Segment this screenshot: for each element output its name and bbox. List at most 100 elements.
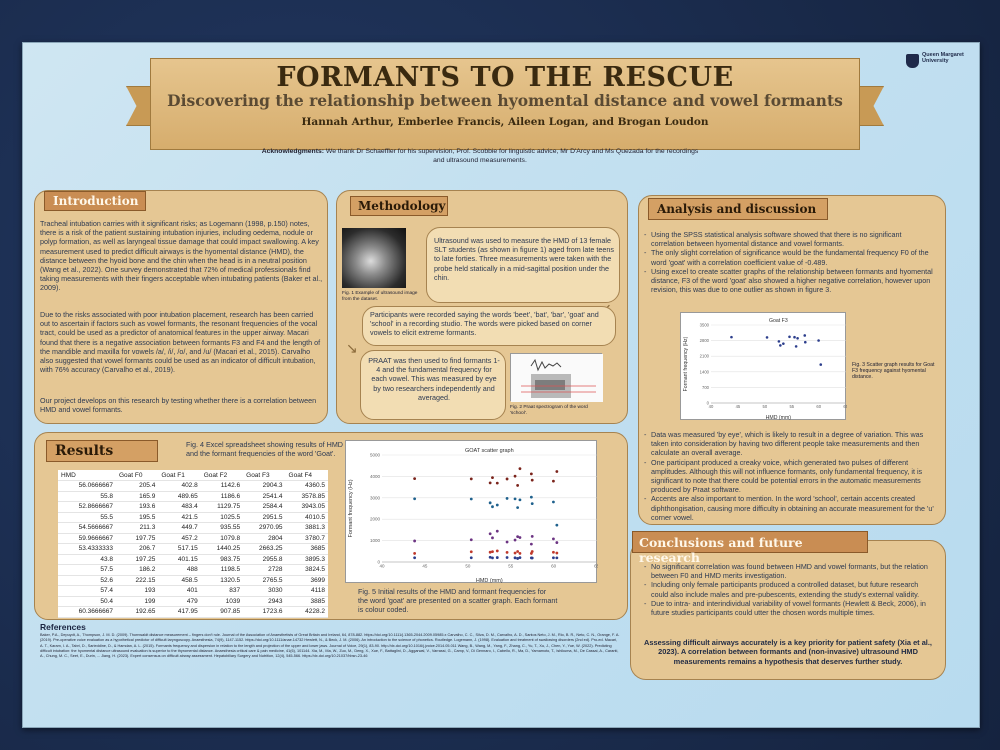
analysis-bullets-bottom: Data was measured 'by eye', which is lik… (644, 430, 936, 522)
table-cell: 2955.8 (243, 554, 286, 565)
y-tick-label: 3000 (370, 495, 381, 500)
references-list: Baker, P.A., Depuydt, A., Thompson, J. M… (40, 633, 620, 659)
table-row: 43.8 197.25 401.15 983.75 2955.8 3895.3 (58, 554, 328, 565)
table-cell: 1320.5 (200, 575, 244, 586)
table-row: 52.6 222.15 458.5 1320.5 2765.5 3699 (58, 575, 328, 586)
table-cell: 53.4333333 (58, 543, 116, 555)
data-point (555, 541, 559, 544)
y-tick-label: 2800 (700, 338, 710, 343)
data-point (491, 536, 494, 540)
table-cell: 2970.95 (243, 522, 286, 534)
fig3-caption: Fig. 3 Scatter graph results for Goat F3… (852, 362, 935, 380)
table-cell: 3030 (243, 585, 286, 597)
method-text-ultrasound: Ultrasound was used to measure the HMD o… (434, 236, 614, 282)
x-tick-label: 45 (736, 404, 741, 409)
authors: Hannah Arthur, Emberlee Francis, Aileen … (301, 116, 709, 128)
table-header-cell: Goat F3 (243, 470, 286, 481)
data-point (794, 345, 798, 348)
references-section: References Baker, P.A., Depuydt, A., Tho… (40, 622, 620, 718)
data-point (555, 470, 559, 473)
x-tick-label: 55 (508, 564, 514, 569)
table-cell: 2584.4 (243, 501, 286, 513)
table-cell: 2951.5 (243, 512, 286, 523)
data-point (413, 477, 417, 481)
data-point (518, 556, 522, 560)
table-cell: 3578.85 (285, 491, 328, 502)
data-point (505, 550, 509, 554)
data-point (730, 335, 733, 339)
y-tick-label: 0 (707, 401, 710, 406)
table-cell: 983.75 (200, 554, 244, 565)
intro-paragraph-3: Our project develops on this research by… (40, 396, 317, 415)
data-point (513, 474, 517, 478)
table-cell: 50.4 (58, 596, 116, 607)
data-point (505, 477, 509, 481)
table-cell: 3881.3 (285, 522, 328, 534)
conclusions-bullets: No significant correlation was found bet… (644, 562, 936, 617)
data-point (819, 363, 823, 366)
table-cell: 1723.6 (243, 606, 286, 618)
table-cell: 3685 (285, 543, 328, 555)
fig2-caption: Fig. 2 Praat spectrogram of the word 'sc… (510, 405, 588, 416)
data-point (505, 497, 509, 500)
table-cell: 165.9 (115, 491, 159, 502)
table-cell: 479 (158, 596, 201, 607)
table-row: 55.8 165.9 489.65 1186.6 2541.4 3578.85 (58, 491, 328, 502)
data-point (552, 479, 555, 483)
y-tick-label: 5000 (370, 453, 381, 458)
table-cell: 54.5666667 (58, 522, 116, 534)
table-cell: 401 (158, 585, 201, 597)
data-point (782, 342, 785, 345)
intro-paragraph-2: Due to the risks associated with poor in… (40, 310, 321, 375)
data-point (529, 542, 533, 546)
analysis-bullet-1: Using the SPSS statistical analysis soft… (644, 230, 936, 248)
results-heading: Results (46, 440, 158, 462)
table-row: 54.5666667 211.3 449.7 935.55 2970.95 3881.3 (58, 522, 328, 534)
conclusion-bullet-3: Due to intra- and interindividual variab… (644, 599, 936, 617)
data-point (817, 339, 820, 342)
university-logo: Queen Margaret University (906, 52, 972, 70)
table-cell: 197.75 (115, 533, 159, 544)
table-cell: 3780.7 (285, 533, 328, 544)
table-cell: 195.5 (115, 512, 159, 523)
chart-title: Goat F3 (769, 318, 788, 324)
data-point (529, 552, 533, 555)
table-header-cell: Goat F2 (200, 470, 244, 481)
fig5-caption: Fig. 5 Initial results of the HMD and fo… (358, 587, 558, 615)
data-point (803, 334, 807, 337)
table-cell: 55.5 (58, 512, 116, 523)
method-text-praat: PRAAT was then used to find formants 1-4… (368, 356, 500, 402)
x-tick-label: 40 (379, 564, 385, 569)
table-cell: 907.85 (200, 606, 244, 618)
table-cell: 192.65 (115, 606, 159, 618)
table-cell: 4010.5 (285, 512, 328, 523)
table-cell: 193.6 (115, 501, 159, 513)
table-cell: 57.4 (58, 585, 116, 597)
spectrogram-graphic (511, 354, 603, 402)
table-row: 53.4333333 206.7 517.15 1440.25 2663.25 3685 (58, 543, 328, 555)
table-cell: 837 (200, 585, 244, 597)
y-tick-label: 3500 (700, 323, 710, 328)
x-tick-label: 60 (816, 404, 821, 409)
title-banner (150, 58, 860, 150)
data-point (488, 501, 492, 505)
ack-text: We thank Dr Schaeffler for his supervisi… (325, 148, 699, 164)
x-tick-label: 50 (763, 404, 768, 409)
data-point (491, 476, 494, 480)
data-point (505, 540, 509, 544)
x-tick-label: 60 (551, 564, 557, 569)
y-tick-label: 0 (377, 560, 380, 565)
data-point (765, 336, 769, 339)
table-header-cell: Goat F1 (158, 470, 201, 481)
data-point (491, 550, 494, 554)
x-axis-label: HMD (mm) (476, 578, 503, 584)
ultrasound-image (342, 228, 406, 288)
table-cell: 2943 (243, 596, 286, 607)
data-point (796, 336, 799, 340)
praat-spectrogram-image (510, 353, 603, 402)
table-row: 59.9666667 197.75 457.2 1079.8 2804 3780.7 (58, 533, 328, 544)
analysis-bullet-6: Accents are also important to mention. I… (644, 494, 936, 522)
table-cell: 193 (115, 585, 159, 597)
data-point (469, 477, 473, 481)
table-header-cell: Goat F4 (285, 470, 328, 481)
